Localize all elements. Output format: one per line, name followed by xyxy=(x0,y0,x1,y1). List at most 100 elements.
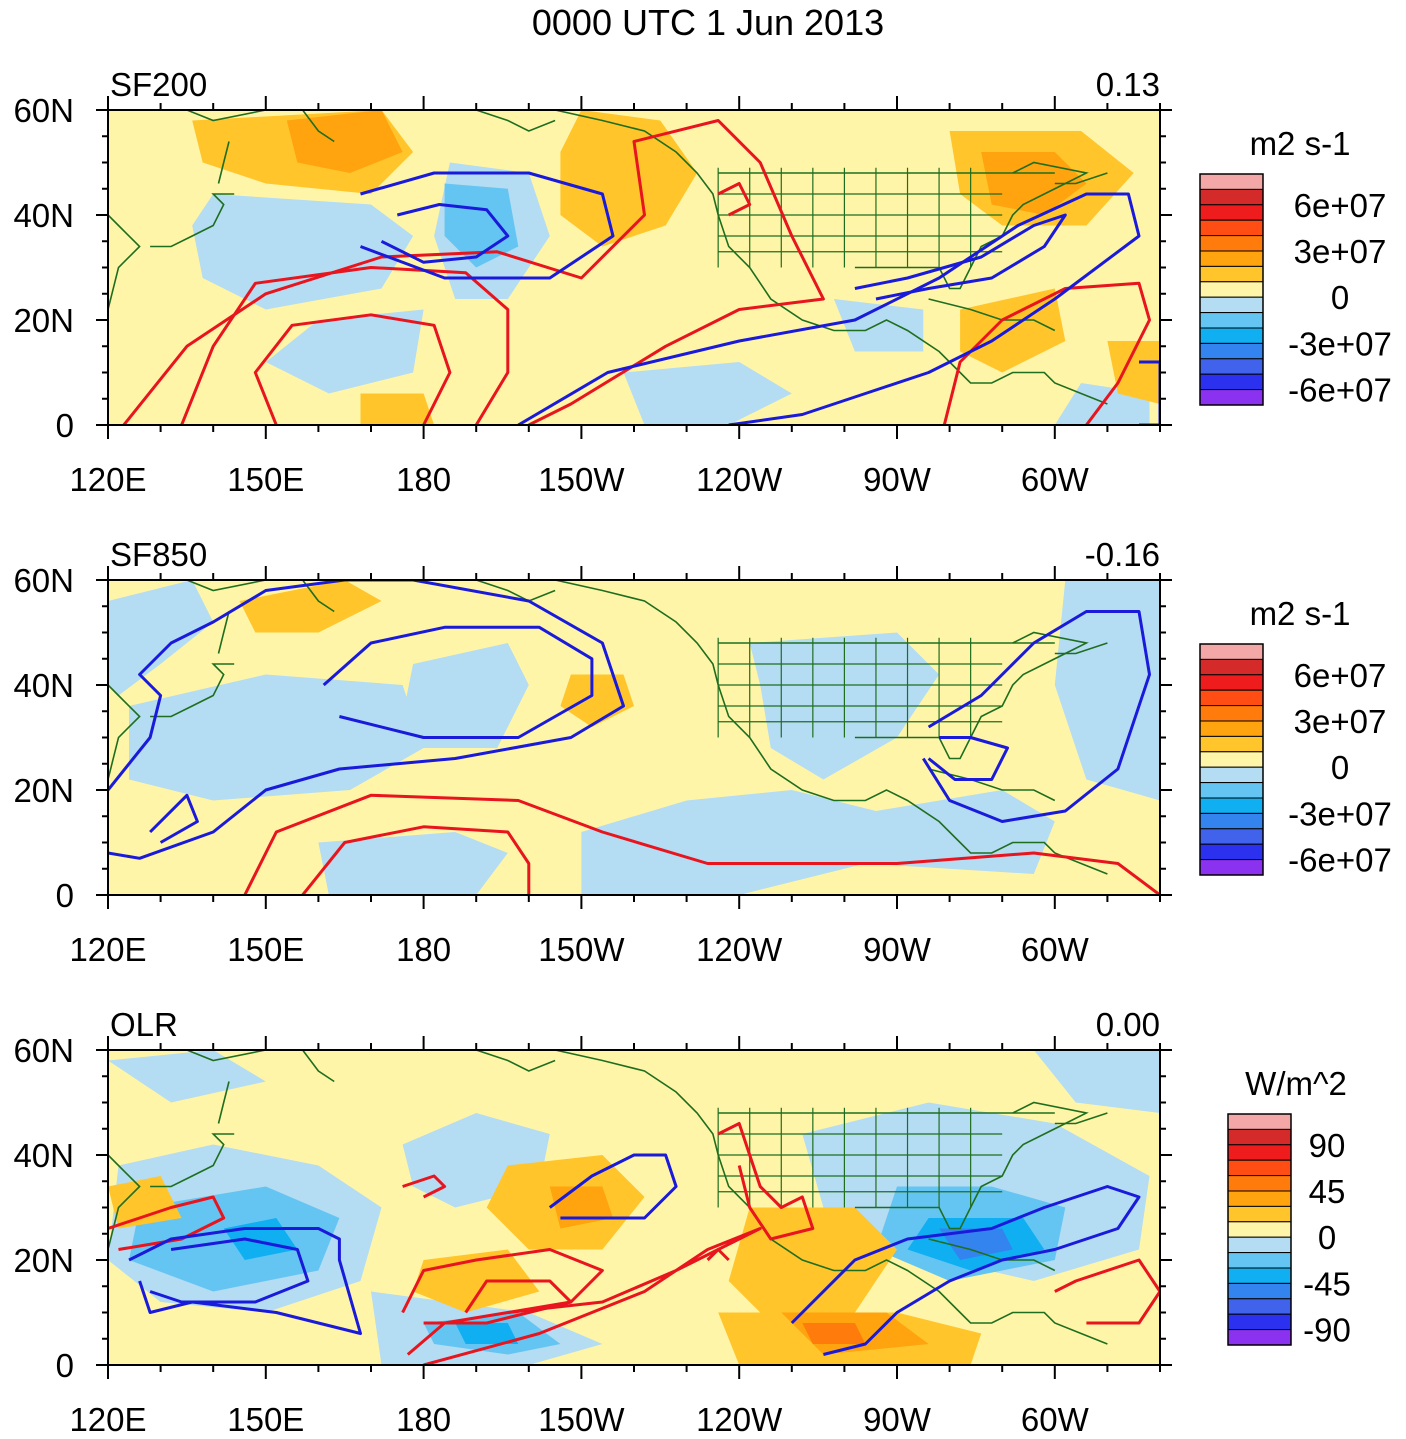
colorbar-swatch xyxy=(1227,1175,1292,1192)
y-tick-label: 0 xyxy=(56,877,74,914)
colorbar-swatch xyxy=(1227,1329,1292,1346)
colorbar-frame xyxy=(1199,643,1264,876)
contour-positive xyxy=(406,1227,762,1365)
contour-negative xyxy=(517,192,1141,425)
colorbar-title: m2 s-1 xyxy=(1250,125,1351,162)
us-states xyxy=(717,637,1003,738)
colorbar-swatch xyxy=(1227,1313,1292,1331)
fill-region-neg1 xyxy=(833,299,924,352)
contour-negative xyxy=(854,213,1067,301)
x-tick-label: 180 xyxy=(396,931,451,968)
x-tick-label: 150W xyxy=(538,931,625,968)
x-tick-label: 90W xyxy=(863,1401,932,1438)
coastline xyxy=(108,684,141,780)
panel-corner-value: 0.13 xyxy=(1096,66,1160,103)
contour-negative xyxy=(927,736,1009,781)
contour-positive xyxy=(402,1174,447,1199)
colorbar-label: 6e+07 xyxy=(1294,657,1387,694)
colorbar-swatch xyxy=(1227,1190,1292,1207)
colorbar-label: -6e+07 xyxy=(1288,842,1392,879)
y-tick-label: 60N xyxy=(13,562,74,599)
fill-region-pos2 xyxy=(560,674,634,727)
colorbar-label: 0 xyxy=(1331,749,1349,786)
coastline xyxy=(150,663,235,718)
coastline xyxy=(217,141,230,184)
colorbar-label: 0 xyxy=(1331,279,1349,316)
fill-region-pos2 xyxy=(360,393,435,425)
colorbar-swatch xyxy=(1227,1252,1292,1269)
panel-corner-value: 0.00 xyxy=(1096,1006,1160,1043)
coastline xyxy=(554,110,1108,405)
x-tick-label: 60W xyxy=(1021,1401,1090,1438)
colorbar: W/m^2 90 45 0 -45 -90 xyxy=(1227,1065,1351,1349)
coastline xyxy=(150,193,235,248)
x-tick-label: 180 xyxy=(396,1401,451,1438)
y-tick-label: 0 xyxy=(56,1347,74,1384)
coastline xyxy=(1054,642,1108,655)
plot-area xyxy=(108,1050,1160,1365)
coastline xyxy=(1054,1112,1108,1125)
fill-region-neg1 xyxy=(192,194,414,310)
colorbar-frame xyxy=(1227,1113,1292,1346)
y-tick-label: 0 xyxy=(56,407,74,444)
x-tick-label: 90W xyxy=(863,931,932,968)
x-tick-label: 120E xyxy=(69,461,146,498)
fill-region-neg4 xyxy=(939,1228,1013,1260)
coastline xyxy=(108,214,141,310)
coastline xyxy=(217,1081,230,1124)
contour-negative xyxy=(380,203,510,264)
colorbar-label: -90 xyxy=(1303,1312,1351,1349)
y-tick-label: 40N xyxy=(13,1137,74,1174)
contour-positive xyxy=(706,1248,730,1262)
contour-negative xyxy=(149,793,199,844)
x-tick-label: 120W xyxy=(696,931,783,968)
coastline xyxy=(301,580,335,613)
colorbar-swatch xyxy=(1227,1205,1292,1223)
fill-region-neg1 xyxy=(108,580,214,696)
x-tick-label: 150W xyxy=(538,461,625,498)
y-axis: 60N 40N 20N 0 xyxy=(13,562,1172,914)
x-axis: 120E 150E 180 150W 120W 90W 60W xyxy=(69,1036,1161,1438)
plot-area xyxy=(108,110,1160,425)
colorbar-swatch xyxy=(1227,1128,1292,1146)
x-tick-label: 60W xyxy=(1021,931,1090,968)
panel-name: SF850 xyxy=(110,536,207,573)
us-states xyxy=(717,167,1003,268)
contour-positive xyxy=(464,1279,573,1314)
colorbar-label: 0 xyxy=(1318,1219,1336,1256)
coastline xyxy=(554,1050,1108,1345)
contour-negative xyxy=(790,1185,1141,1356)
coastline xyxy=(554,580,1108,875)
coastline xyxy=(1054,172,1108,185)
fill-region-neg2 xyxy=(444,183,519,268)
x-tick-label: 60W xyxy=(1021,461,1090,498)
fill-region-neg1 xyxy=(318,832,508,895)
contour-positive xyxy=(180,266,510,425)
fill-region-pos3 xyxy=(286,110,403,173)
contour-negative xyxy=(548,1153,678,1220)
contour-positive xyxy=(1054,1258,1160,1325)
colorbar-swatch xyxy=(1227,1282,1292,1300)
colorbar-label: 6e+07 xyxy=(1294,187,1387,224)
contour-negative xyxy=(322,625,594,739)
colorbar-swatch xyxy=(1227,1159,1292,1177)
coastline xyxy=(301,1050,335,1083)
x-tick-label: 90W xyxy=(863,461,932,498)
contour-positive xyxy=(243,793,1160,895)
colorbar-swatch xyxy=(1227,1267,1292,1284)
colorbar-label: -6e+07 xyxy=(1288,372,1392,409)
x-tick-label: 120E xyxy=(69,1401,146,1438)
contour-negative xyxy=(922,610,1151,823)
contour-positive xyxy=(122,119,825,425)
x-axis: 120E 150E 180 150W 120W 90W 60W xyxy=(69,96,1161,498)
colorbar-label: 90 xyxy=(1309,1127,1346,1164)
colorbar-title: W/m^2 xyxy=(1245,1065,1347,1102)
colorbar: m2 s-1 6e+07 3e+07 0 -3e+07 -6e+07 xyxy=(1199,595,1392,879)
fill-region-pos4 xyxy=(802,1323,866,1344)
y-tick-label: 20N xyxy=(13,302,74,339)
x-axis: 120E 150E 180 150W 120W 90W 60W xyxy=(69,566,1161,968)
fill-region-neg1 xyxy=(402,643,529,748)
